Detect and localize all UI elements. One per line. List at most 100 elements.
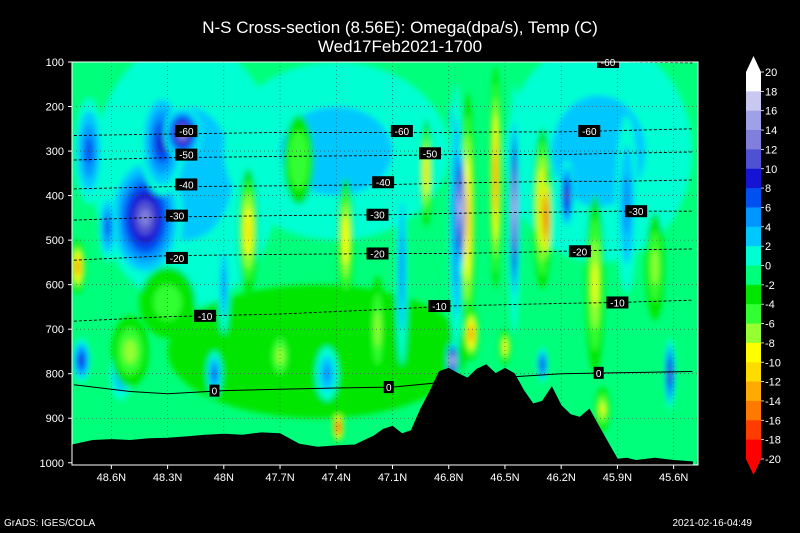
x-tick-label: 46.5N (490, 472, 519, 484)
colorbar-label: 10 (765, 164, 777, 176)
omega-contour (105, 217, 110, 236)
omega-contour (459, 202, 461, 216)
contour-label-box (606, 296, 629, 309)
omega-cell (238, 168, 258, 294)
x-tick-label: 48.3N (153, 472, 182, 484)
contour-label-text: -20 (370, 249, 385, 260)
omega-cell (111, 315, 149, 388)
x-tick-label: 47.1N (378, 472, 407, 484)
y-axis: 100 200 300 400 500 600 700 800 900 1000 (40, 57, 72, 470)
omega-contour (600, 403, 605, 415)
contour-label: -30 (625, 205, 648, 218)
contour-label: -50 (175, 148, 198, 162)
contour-label-box (428, 300, 451, 313)
colorbar-segment (746, 207, 761, 228)
omega-cell (446, 342, 459, 379)
colorbar-segment (746, 168, 761, 189)
y-tick-label: 400 (46, 191, 64, 203)
contour-label: -60 (175, 125, 198, 138)
temperature-contour--60 (73, 128, 693, 136)
contour-label-text: -30 (170, 212, 185, 223)
colorbar-label: -10 (765, 357, 781, 369)
colorbar-segment (746, 72, 761, 92)
colorbar-segment (746, 323, 761, 344)
y-tick-label: 800 (46, 369, 64, 381)
contour-label-text: -60 (395, 127, 410, 138)
omega-cell (338, 177, 354, 303)
contour-label-box (165, 251, 188, 264)
x-tick-label: 46.2N (546, 472, 575, 484)
colorbar-label: -4 (765, 299, 775, 311)
temperature-contour--20 (73, 248, 693, 261)
colorbar-segment (746, 342, 761, 363)
y-tick-label: 700 (46, 324, 64, 336)
colorbar-top-arrow (746, 56, 761, 72)
omega-contour (651, 249, 659, 285)
omega-contour (76, 263, 79, 271)
chart-subtitle: Wed17Feb2021-1700 (317, 37, 483, 56)
colorbar-segment (746, 91, 761, 111)
terrain (72, 364, 693, 465)
y-tick-label: 300 (46, 146, 64, 158)
plot-frame (71, 61, 699, 466)
contour-label: 0 (593, 366, 604, 380)
omega-cell (510, 110, 519, 307)
y-tick-label: 200 (46, 102, 64, 114)
x-tick-label: 45.9N (603, 472, 632, 484)
contour-label-text: -30 (370, 211, 385, 222)
colorbar-label: 18 (765, 86, 777, 98)
colorbar-label: -20 (765, 454, 781, 466)
omega-cell (489, 66, 502, 290)
colorbar-label: 20 (765, 67, 777, 79)
x-tick-label: 45.6N (659, 472, 688, 484)
omega-cell (218, 235, 230, 334)
colorbar-label: 16 (765, 106, 777, 118)
contour-label: -50 (418, 147, 441, 160)
contour-label-text: -10 (610, 298, 625, 309)
colorbar-label: 12 (765, 144, 777, 156)
colorbar-segment (746, 381, 761, 402)
contour-label: -30 (165, 209, 188, 223)
colorbar-segment (746, 420, 761, 440)
contour-label-box (175, 125, 198, 138)
omega-cell (594, 387, 610, 432)
footer-timestamp: 2021-02-16-04:49 (672, 518, 752, 529)
contour-label-box (390, 125, 413, 138)
colorbar: 20181614121086420-2-4-6-8-10-12-14-16-18… (746, 56, 781, 475)
terrain-silhouette (72, 364, 693, 465)
omega-cell (98, 191, 117, 263)
omega-contour (276, 346, 284, 365)
contour-label-box (372, 176, 395, 189)
omega-cell (645, 213, 665, 321)
colorbar-label: -2 (765, 280, 775, 292)
colorbar-label: -8 (765, 338, 775, 350)
colorbar-segment (746, 130, 761, 150)
contour-label-box (194, 309, 217, 322)
omega-cell (315, 346, 339, 401)
omega-cell (664, 338, 676, 410)
colorbar-label: 0 (765, 261, 771, 273)
colorbar-segment (746, 284, 761, 305)
contour-label-box (578, 125, 601, 138)
omega-contour (246, 218, 251, 244)
contour-label-text: 0 (212, 387, 218, 398)
contour-label: -10 (428, 300, 451, 313)
contour-label-text: 0 (386, 383, 392, 394)
omega-contour (623, 174, 631, 235)
omega-contour (323, 364, 331, 383)
contour-label: -60 (578, 125, 601, 138)
omega-cell (72, 338, 91, 383)
colorbar-segment (746, 149, 761, 170)
temperature-contour--50 (73, 151, 693, 161)
contour-label-box (175, 178, 198, 191)
colorbar-segment (746, 265, 761, 286)
omega-cell (268, 329, 292, 383)
colorbar-bottom-arrow (746, 459, 761, 475)
colorbar-segment (746, 362, 761, 382)
contour-label: -10 (194, 309, 217, 323)
omega-cell (167, 284, 468, 419)
temperature-contour--40 (73, 179, 693, 190)
omega-cell (370, 275, 385, 383)
omega-contour (167, 284, 468, 419)
x-tick-label: 46.8N (434, 472, 463, 484)
